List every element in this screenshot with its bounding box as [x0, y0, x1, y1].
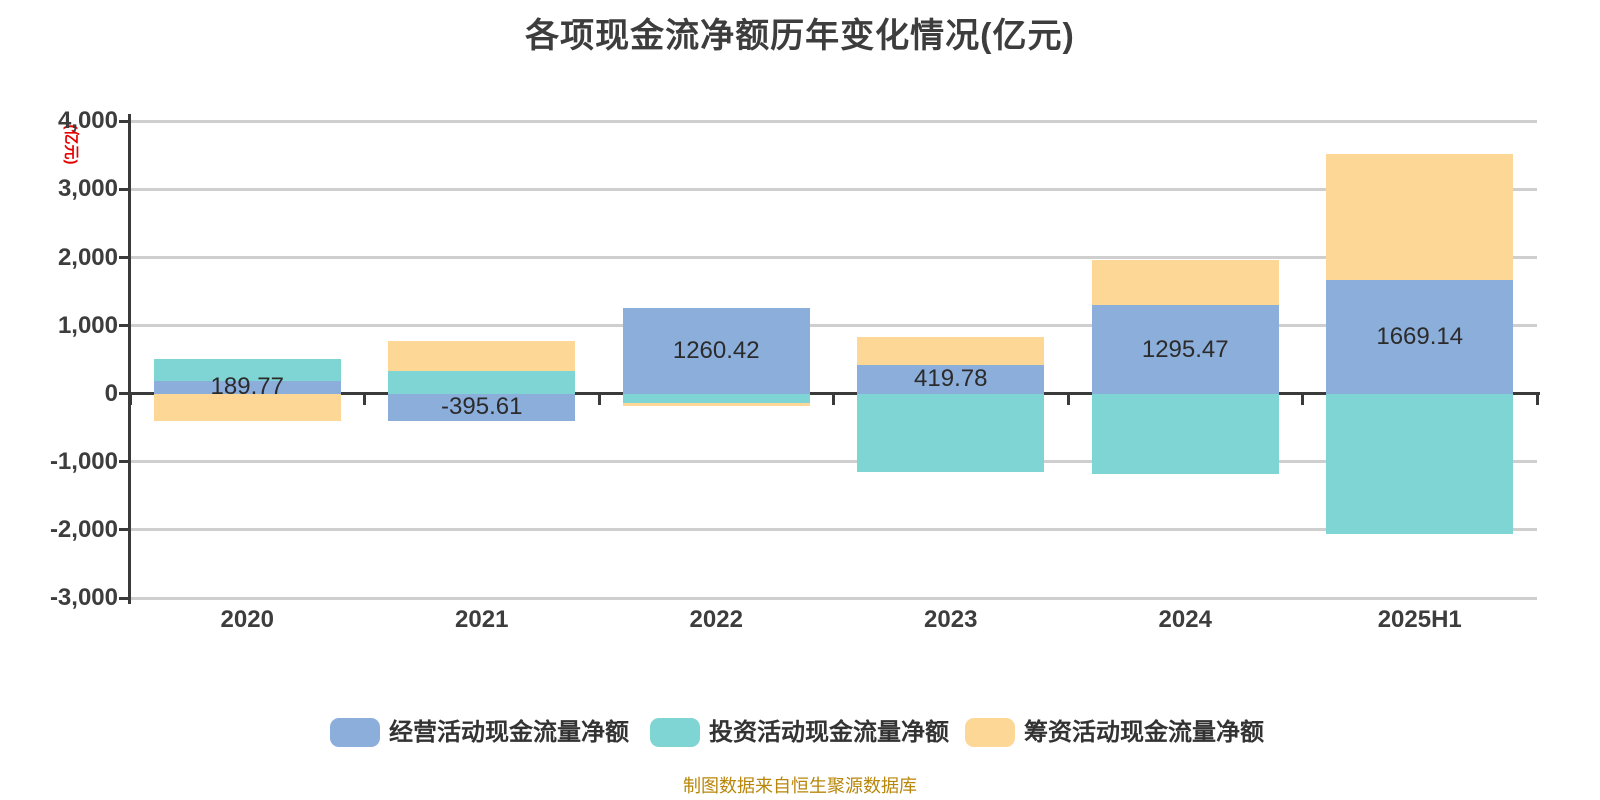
bar-value-label-2021: -395.61	[441, 393, 523, 421]
bar-segment-financing-2021[interactable]	[388, 340, 576, 371]
chart-title: 各项现金流净额历年变化情况(亿元)	[525, 17, 1075, 55]
x-axis-label-2020: 2020	[220, 606, 274, 633]
gridline	[130, 460, 1537, 464]
y-tick-label: -1,000	[49, 447, 118, 475]
y-tick-label: -2,000	[49, 515, 118, 543]
x-axis-label-2021: 2021	[455, 606, 509, 633]
bar-segment-financing-2022[interactable]	[622, 402, 810, 406]
bar-segment-financing-2023[interactable]	[857, 336, 1045, 366]
legend-item-financing[interactable]: 筹资活动现金流量净额	[965, 718, 1264, 747]
x-axis-label-2025H1: 2025H1	[1377, 606, 1462, 633]
bar-value-label-2020: 189.77	[210, 373, 284, 401]
bar-value-label-2022: 1260.42	[672, 336, 760, 364]
gridline	[130, 256, 1537, 259]
bar-value-label-2023: 419.78	[914, 365, 988, 393]
bar-segment-operating-2023[interactable]	[857, 365, 1045, 394]
bar-value-label-2024: 1295.47	[1141, 335, 1229, 363]
x-axis-label-2024: 2024	[1158, 606, 1212, 633]
zero-axis-line	[130, 392, 1540, 396]
bar-segment-investing-2020[interactable]	[153, 358, 341, 381]
y-axis-line	[128, 114, 131, 604]
y-axis-tick	[119, 596, 129, 600]
legend-swatch-operating	[330, 718, 380, 747]
gridline	[130, 324, 1537, 328]
bar-segment-investing-2025H1[interactable]	[1326, 393, 1514, 534]
gridline	[130, 119, 1537, 123]
bar-segment-investing-2023[interactable]	[857, 393, 1045, 472]
x-axis-tick	[363, 393, 366, 405]
x-axis-tick	[1301, 393, 1304, 405]
y-axis-tick	[119, 324, 129, 328]
bar-segment-operating-2022[interactable]	[622, 307, 810, 394]
y-axis-tick	[119, 528, 129, 532]
legend-swatch-financing	[965, 718, 1015, 747]
x-axis-label-2022: 2022	[689, 606, 743, 633]
bar-segment-operating-2025H1[interactable]	[1326, 280, 1514, 394]
y-tick-label: -3,000	[49, 584, 118, 611]
x-axis-tick	[128, 393, 132, 405]
legend-item-investing[interactable]: 投资活动现金流量净额	[650, 718, 949, 747]
y-tick-label: 1,000	[57, 311, 118, 339]
bar-segment-operating-2021[interactable]	[388, 393, 576, 421]
gridline	[130, 596, 1537, 600]
bar-segment-investing-2021[interactable]	[388, 370, 576, 394]
bar-segment-investing-2022[interactable]	[622, 393, 810, 403]
x-axis-label-2023: 2023	[924, 606, 978, 633]
gridline	[130, 528, 1537, 532]
legend-label-investing: 投资活动现金流量净额	[709, 719, 949, 746]
bar-segment-financing-2024[interactable]	[1091, 259, 1279, 306]
bar-segment-operating-2020[interactable]	[153, 380, 341, 394]
bar-segment-financing-2020[interactable]	[153, 393, 341, 421]
x-axis-tick	[1535, 393, 1539, 405]
gridline	[130, 187, 1537, 191]
y-tick-label: 0	[104, 379, 118, 407]
legend-item-operating[interactable]: 经营活动现金流量净额	[330, 718, 629, 747]
y-axis-tick	[119, 187, 129, 191]
legend-label-financing: 筹资活动现金流量净额	[1024, 719, 1264, 746]
legend-swatch-investing	[650, 718, 700, 747]
y-axis-tick	[119, 460, 129, 464]
y-tick-label: 3,000	[57, 175, 118, 203]
bar-segment-financing-2025H1[interactable]	[1326, 154, 1514, 281]
bar-segment-investing-2024[interactable]	[1091, 393, 1279, 475]
bar-value-label-2025H1: 1669.14	[1376, 322, 1464, 350]
y-axis-tick	[119, 119, 129, 123]
y-axis-tick	[119, 256, 129, 259]
x-axis-tick	[597, 393, 601, 405]
y-axis-tick	[119, 392, 129, 396]
x-axis-tick	[1066, 393, 1070, 405]
footer-note: 制图数据来自恒生聚源数据库	[683, 776, 917, 796]
bar-segment-operating-2024[interactable]	[1091, 305, 1279, 394]
y-tick-label: 4,000	[57, 107, 118, 135]
y-tick-label: 2,000	[57, 243, 118, 271]
x-axis-tick	[832, 393, 835, 405]
legend-label-operating: 经营活动现金流量净额	[389, 719, 629, 746]
